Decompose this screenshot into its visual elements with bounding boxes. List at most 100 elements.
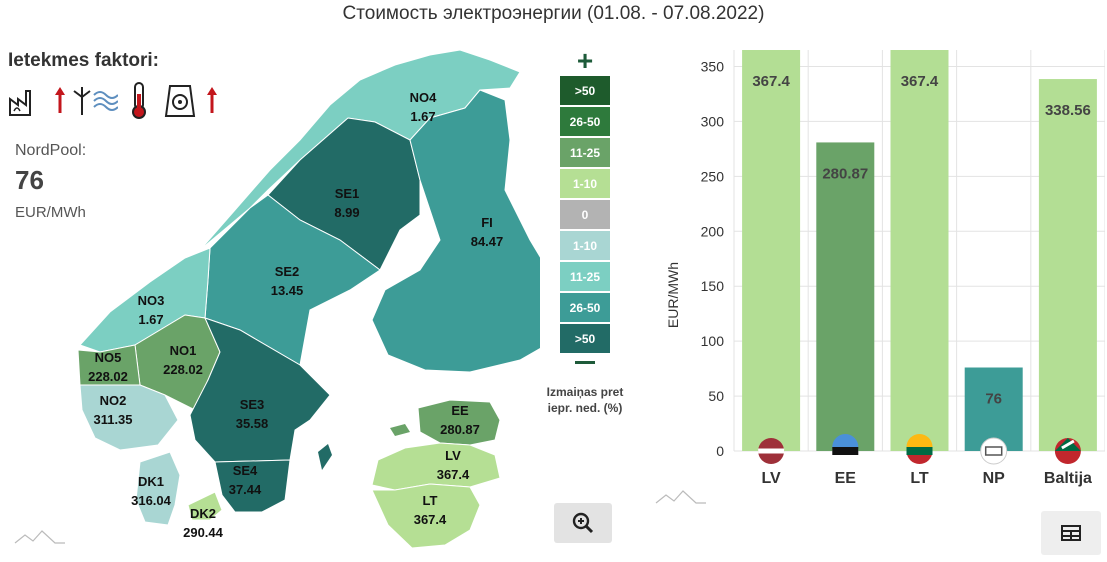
bar-value-label: 280.87 xyxy=(822,165,868,182)
legend-item: >50 xyxy=(560,76,610,105)
y-tick-label: 150 xyxy=(701,278,725,294)
map-region-SE3[interactable] xyxy=(189,317,331,463)
map-region-NO2[interactable] xyxy=(79,384,179,451)
chart-bars xyxy=(742,50,1097,452)
lithuania-flag-icon xyxy=(906,434,933,464)
region-value-NO5: 228.02 xyxy=(88,369,128,384)
bar-value-label: 367.4 xyxy=(901,73,939,90)
region-value-DK2: 290.44 xyxy=(183,525,224,540)
legend-plus-icon: + xyxy=(576,45,594,76)
bar-value-label: 367.4 xyxy=(752,73,790,90)
legend-item: 26-50 xyxy=(560,293,610,322)
y-tick-label: 300 xyxy=(701,113,725,129)
estonia-flag-icon xyxy=(832,434,859,464)
region-label-FI: FI xyxy=(481,215,493,230)
nuclear-plant-icon xyxy=(164,85,196,117)
y-tick-label: 200 xyxy=(701,223,725,239)
legend-item: 1-10 xyxy=(560,169,610,198)
region-label-SE1: SE1 xyxy=(335,186,360,201)
region-label-LV: LV xyxy=(445,448,461,463)
map-region-EE[interactable] xyxy=(417,399,501,446)
region-value-SE2: 13.45 xyxy=(271,283,304,298)
nordic-baltic-map: NO4 1.67 SE1 8.99 FI 84.47 SE2 13.45 NO3… xyxy=(14,49,540,549)
y-tick-label: 50 xyxy=(708,388,724,404)
region-label-SE3: SE3 xyxy=(240,397,265,412)
map-region-DK2[interactable] xyxy=(187,491,223,521)
nordpool-value: 76 xyxy=(15,165,44,195)
nordpool-label: NordPool: xyxy=(15,142,87,159)
map-region-LT[interactable] xyxy=(371,483,481,549)
gotland-island xyxy=(318,444,332,470)
bar-baltija[interactable] xyxy=(1038,79,1097,451)
mountain-watermark-icon xyxy=(14,530,65,544)
zoom-in-icon xyxy=(572,512,594,534)
y-tick-label: 100 xyxy=(701,333,725,349)
region-label-NO1: NO1 xyxy=(170,343,197,358)
legend-item: >50 xyxy=(560,324,610,353)
thermometer-icon xyxy=(132,82,146,119)
x-tick-label: EE xyxy=(835,470,857,487)
region-label-DK1: DK1 xyxy=(138,474,164,489)
legend-item: 26-50 xyxy=(560,107,610,136)
change-legend: + >50 26-50 11-25 1-10 0 1-10 11-25 26-5… xyxy=(560,45,610,364)
factory-icon xyxy=(9,90,31,116)
x-tick-label: LT xyxy=(910,470,929,487)
region-label-SE2: SE2 xyxy=(275,264,300,279)
map-region-FI[interactable] xyxy=(371,89,540,373)
wind-icon xyxy=(73,87,118,115)
bar-value-label: 338.56 xyxy=(1045,102,1091,119)
baltic-flags-icon xyxy=(1054,438,1081,464)
zoom-button[interactable] xyxy=(554,503,612,543)
region-label-LT: LT xyxy=(423,493,438,508)
region-label-NO5: NO5 xyxy=(95,350,122,365)
region-label-NO4: NO4 xyxy=(410,90,438,105)
latvia-flag-icon xyxy=(758,438,785,464)
saaremaa-island xyxy=(390,424,410,436)
region-value-EE: 280.87 xyxy=(440,422,480,437)
table-view-button[interactable] xyxy=(1041,511,1101,555)
map-region-DK1[interactable] xyxy=(135,451,181,526)
arrow-up-icon xyxy=(55,87,65,113)
legend-minus-icon xyxy=(575,361,595,364)
region-label-DK2: DK2 xyxy=(190,506,216,521)
price-bar-chart: 0 50 100 150 200 250 300 350 367.4 LV 280.87 EE 367.… xyxy=(655,50,1105,504)
chart-labels: 0 50 100 150 200 250 300 350 367.4 LV 280.87 EE 367.… xyxy=(701,58,1092,487)
legend-item: 11-25 xyxy=(560,262,610,291)
map-region-SE4[interactable] xyxy=(214,459,291,513)
influence-factor-icons xyxy=(8,80,218,120)
y-tick-label: 0 xyxy=(716,443,724,459)
region-value-LV: 367.4 xyxy=(437,467,470,482)
legend-caption: Izmaiņas pret iepr. ned. (%) xyxy=(546,385,624,415)
table-icon xyxy=(1061,525,1081,541)
region-label-EE: EE xyxy=(451,403,469,418)
bar-np[interactable] xyxy=(964,367,1023,451)
region-value-LT: 367.4 xyxy=(414,512,447,527)
region-value-NO1: 228.02 xyxy=(163,362,203,377)
y-tick-label: 250 xyxy=(701,168,725,184)
region-value-FI: 84.47 xyxy=(471,234,504,249)
x-tick-label: NP xyxy=(983,470,1006,487)
region-label-NO2: NO2 xyxy=(100,393,127,408)
map-region-LV[interactable] xyxy=(371,442,501,491)
arrow-up-icon xyxy=(207,87,217,113)
nordpool-logo-icon xyxy=(980,437,1008,465)
region-label-NO3: NO3 xyxy=(138,293,165,308)
x-tick-label: LV xyxy=(761,470,781,487)
mountain-watermark-icon xyxy=(655,490,706,504)
region-label-SE1-value: 8.99 xyxy=(334,205,359,220)
region-value-DK1: 316.04 xyxy=(131,493,172,508)
region-value-NO3: 1.67 xyxy=(138,312,163,327)
bar-lt[interactable] xyxy=(890,50,949,451)
bar-value-label: 76 xyxy=(985,391,1002,408)
region-value-NO2: 311.35 xyxy=(93,412,132,427)
region-value-SE4: 37.44 xyxy=(229,482,262,497)
legend-item: 1-10 xyxy=(560,231,610,260)
bar-ee[interactable] xyxy=(816,142,875,452)
y-tick-label: 350 xyxy=(701,58,725,74)
influence-factors-label: Ietekmes faktori: xyxy=(8,50,160,71)
y-axis-label: EUR/MWh xyxy=(665,262,681,328)
chart-title: Стоимость электроэнергии (01.08. - 07.08… xyxy=(342,3,765,24)
bar-lv[interactable] xyxy=(742,50,801,451)
legend-item: 11-25 xyxy=(560,138,610,167)
region-value-SE3: 35.58 xyxy=(236,416,269,431)
